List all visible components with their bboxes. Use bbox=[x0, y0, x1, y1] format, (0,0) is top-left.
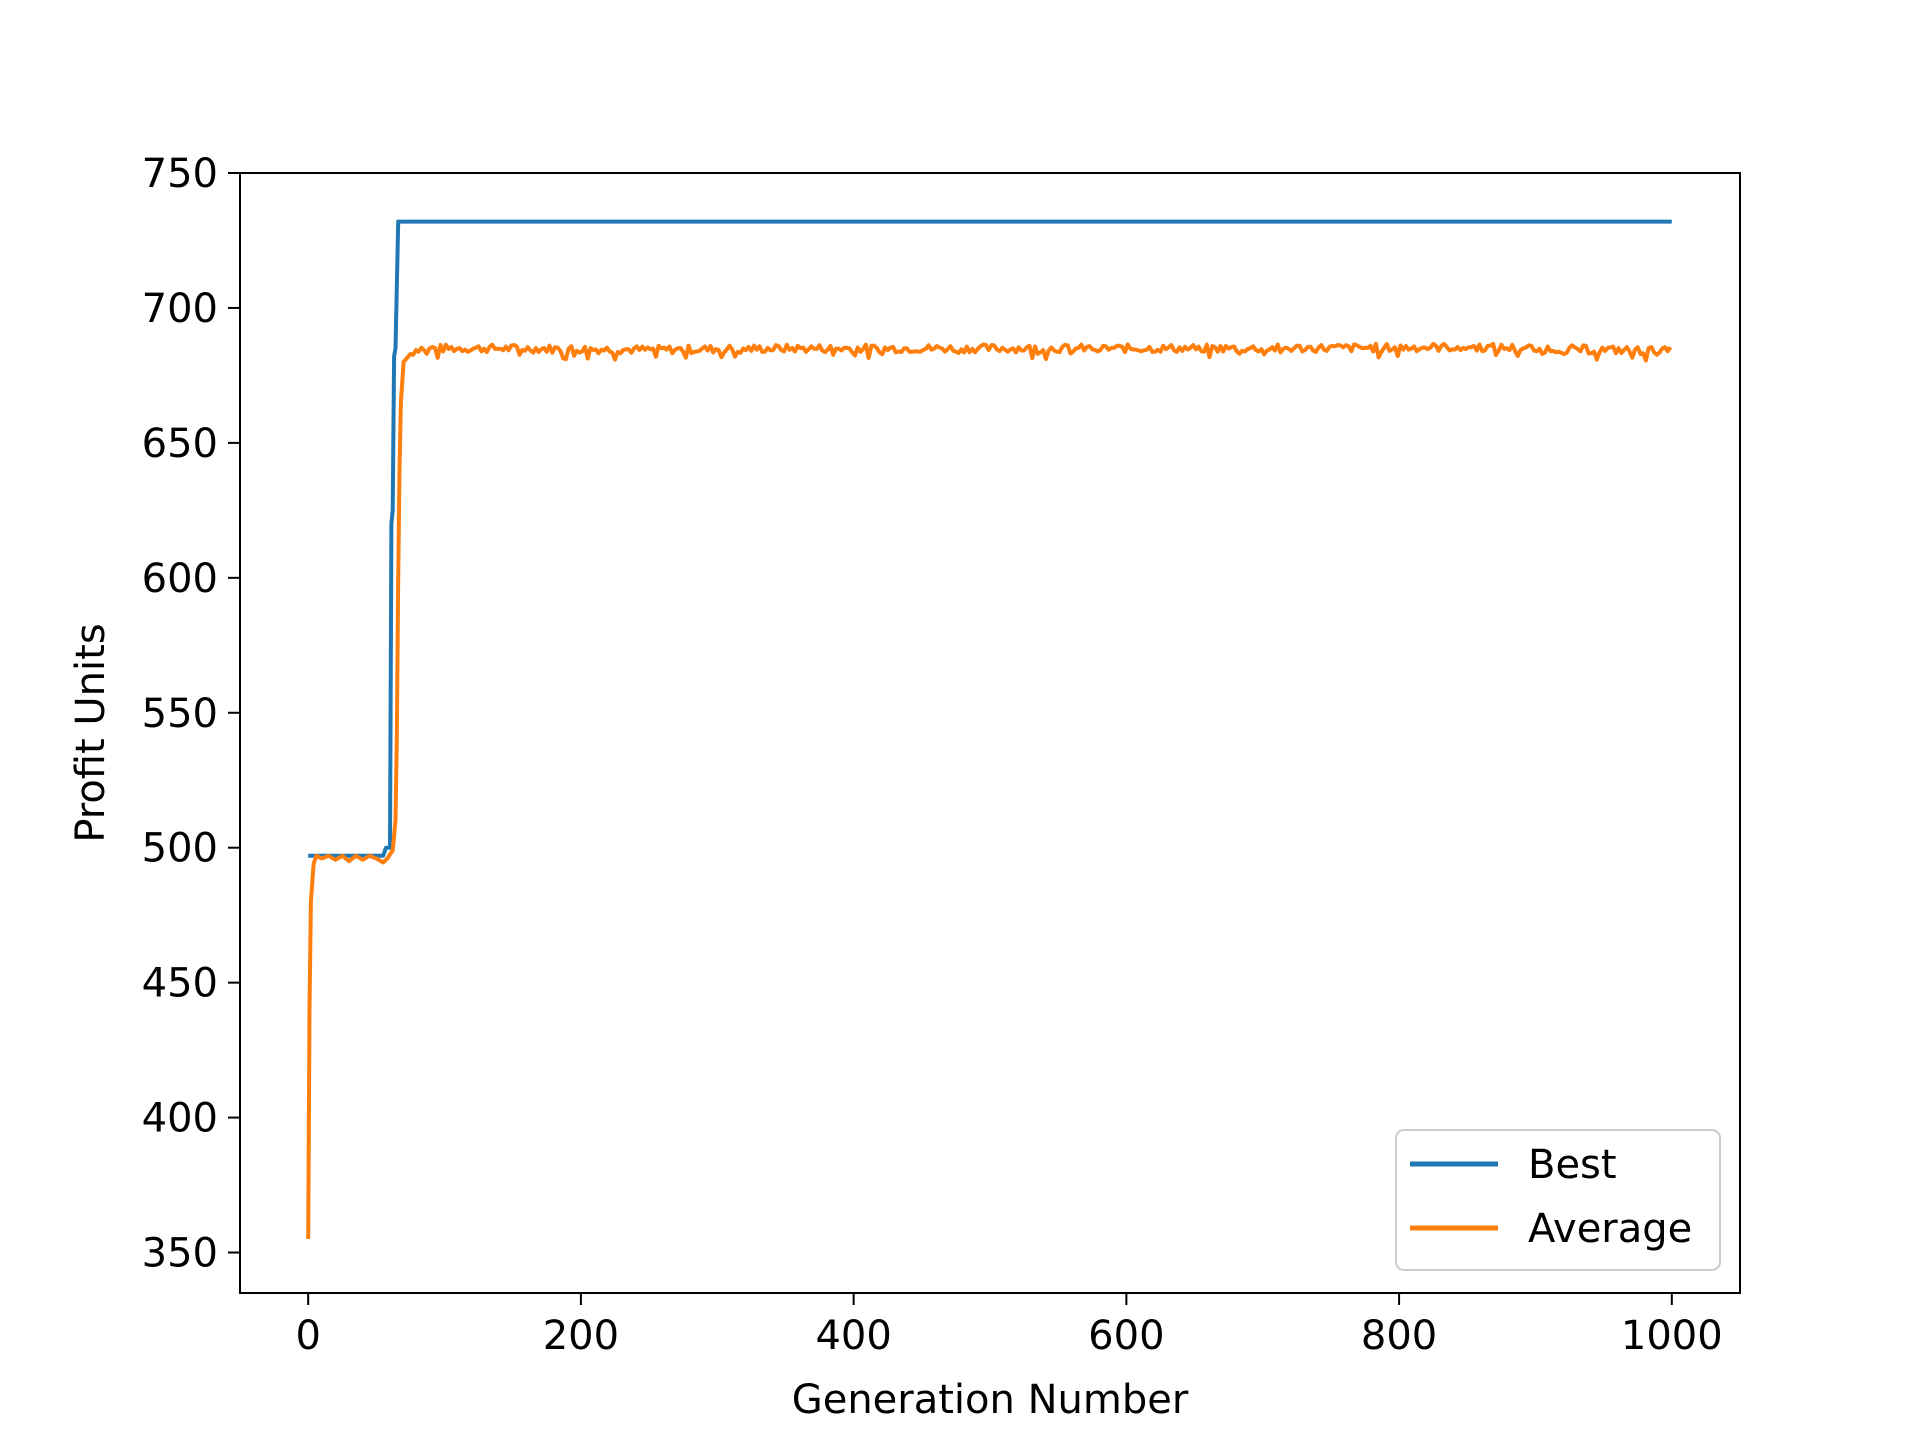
y-tick-label: 700 bbox=[142, 286, 218, 332]
legend: Best Average bbox=[1395, 1129, 1721, 1271]
x-tick-label: 800 bbox=[1361, 1313, 1437, 1359]
plot-area-frame bbox=[239, 172, 1741, 1294]
x-axis-ticks: 0 200 400 600 800 1000 bbox=[295, 1293, 1723, 1359]
legend-label-best: Best bbox=[1528, 1142, 1617, 1188]
y-tick-label: 600 bbox=[142, 556, 218, 602]
series-line-best bbox=[308, 219, 1672, 858]
y-tick-label: 650 bbox=[142, 421, 218, 467]
legend-label-average: Average bbox=[1528, 1206, 1692, 1252]
series-layer bbox=[306, 219, 1673, 1240]
plot-area-background bbox=[240, 173, 1740, 1293]
y-axis-label: Profit Units bbox=[68, 623, 114, 842]
x-axis-label: Generation Number bbox=[792, 1377, 1189, 1423]
y-tick-label: 450 bbox=[142, 961, 218, 1007]
y-tick-label: 750 bbox=[142, 151, 218, 197]
y-tick-label: 400 bbox=[142, 1096, 218, 1142]
x-tick-label: 0 bbox=[295, 1313, 320, 1359]
x-tick-label: 600 bbox=[1088, 1313, 1164, 1359]
series-line-average bbox=[306, 341, 1673, 1240]
y-tick-label: 500 bbox=[142, 826, 218, 872]
y-tick-label: 550 bbox=[142, 691, 218, 737]
y-tick-label: 350 bbox=[142, 1231, 218, 1277]
x-tick-label: 200 bbox=[543, 1313, 619, 1359]
y-axis-ticks: 350 400 450 500 550 600 650 700 750 bbox=[142, 151, 240, 1277]
x-tick-label: 400 bbox=[815, 1313, 891, 1359]
x-tick-label: 1000 bbox=[1621, 1313, 1723, 1359]
